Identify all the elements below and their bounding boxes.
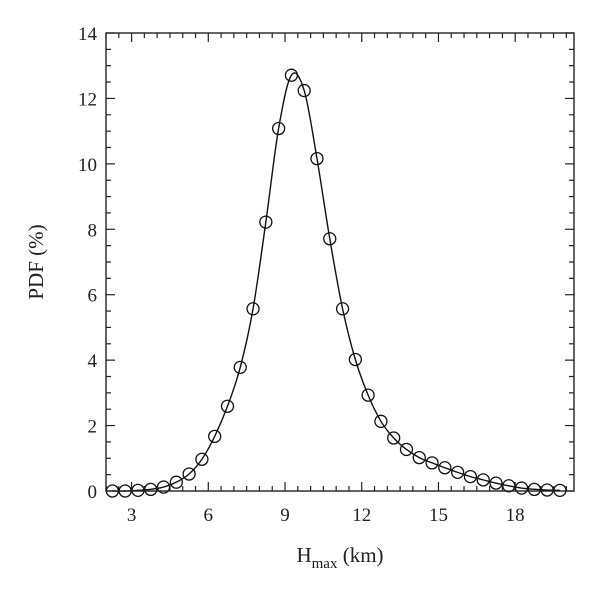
data-point-marker [438, 461, 452, 475]
data-point-marker [169, 475, 183, 489]
series-layer [105, 68, 567, 498]
data-point-marker [208, 429, 222, 444]
data-point-marker [335, 302, 350, 316]
data-point-marker [259, 215, 273, 229]
x-axis-title-subscript: max [312, 556, 338, 572]
data-point-marker [450, 465, 465, 480]
data-point-marker [271, 121, 286, 136]
y-tick-label: 14 [78, 24, 98, 45]
data-point-marker [246, 302, 260, 316]
x-axis-title: Hmax (km) [296, 543, 383, 572]
data-point-marker [220, 399, 235, 413]
y-axis-title: PDF (%) [24, 224, 48, 299]
data-point-marker [374, 414, 388, 428]
y-tick-label: 8 [88, 220, 98, 241]
y-tick-label: 4 [88, 351, 98, 372]
x-axis-title-unit: (km) [337, 543, 383, 567]
x-tick-label: 12 [352, 505, 371, 526]
data-point-marker [233, 360, 247, 374]
data-point-marker [284, 68, 299, 82]
data-point-marker [399, 442, 414, 457]
x-tick-label: 18 [506, 505, 525, 526]
data-point-marker [297, 83, 311, 98]
data-point-marker [156, 480, 171, 494]
data-point-marker [412, 450, 426, 465]
data-point-marker [310, 151, 324, 166]
data-point-marker [489, 476, 503, 490]
data-point-marker [502, 479, 516, 493]
data-point-marker [425, 456, 439, 470]
data-point-marker [476, 473, 490, 487]
y-tick-label: 10 [78, 155, 97, 176]
data-point-marker [182, 467, 196, 481]
pdf-curve [112, 72, 560, 492]
data-point-marker [195, 452, 209, 466]
data-point-marker [527, 482, 542, 497]
tick-labels-layer: 3 6 9 12 15 18 0 2 4 6 8 10 12 14 [78, 24, 525, 526]
plot-frame [105, 32, 575, 492]
x-tick-label: 9 [280, 505, 290, 526]
x-axis-title-main: H [296, 543, 311, 567]
x-tick-label: 6 [204, 505, 214, 526]
data-point-marker [361, 388, 375, 402]
y-tick-label: 6 [88, 286, 98, 307]
data-point-marker [514, 481, 529, 495]
ticks-layer [105, 32, 574, 492]
y-tick-label: 12 [78, 89, 97, 110]
data-point-marker [348, 352, 362, 367]
x-tick-label: 3 [127, 505, 137, 526]
y-tick-label: 0 [88, 482, 98, 503]
data-point-marker [540, 483, 554, 497]
data-point-marker [144, 482, 158, 497]
data-point-marker [323, 232, 337, 246]
data-point-marker [387, 431, 401, 445]
x-tick-label: 15 [429, 505, 448, 526]
data-point-marker [463, 469, 478, 484]
y-tick-label: 2 [88, 417, 98, 438]
